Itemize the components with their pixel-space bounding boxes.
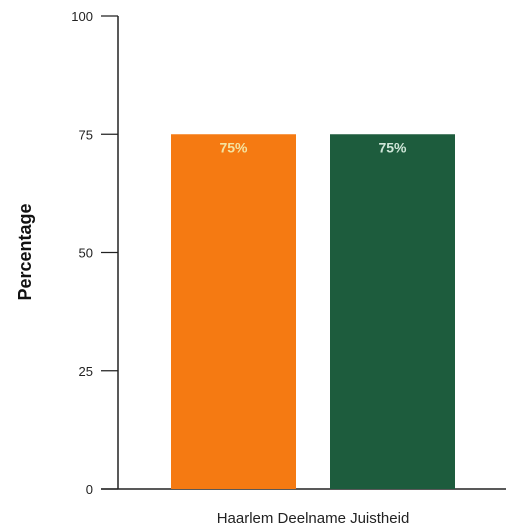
y-tick-label: 50 — [79, 246, 93, 261]
bars: 75% 75% — [171, 134, 455, 489]
y-axis-title: Percentage — [15, 203, 35, 300]
bar-1 — [171, 134, 296, 489]
y-tick-label: 25 — [79, 364, 93, 379]
y-tick-label: 100 — [71, 9, 93, 24]
y-ticks: 0 25 50 75 100 — [71, 9, 118, 497]
x-category-label: Haarlem Deelname Juistheid — [217, 510, 410, 527]
y-tick-label: 0 — [86, 482, 93, 497]
bar-value-label: 75% — [378, 139, 407, 155]
y-tick-label: 75 — [79, 127, 93, 142]
bar-2 — [330, 134, 455, 489]
bar-value-label: 75% — [219, 139, 248, 155]
